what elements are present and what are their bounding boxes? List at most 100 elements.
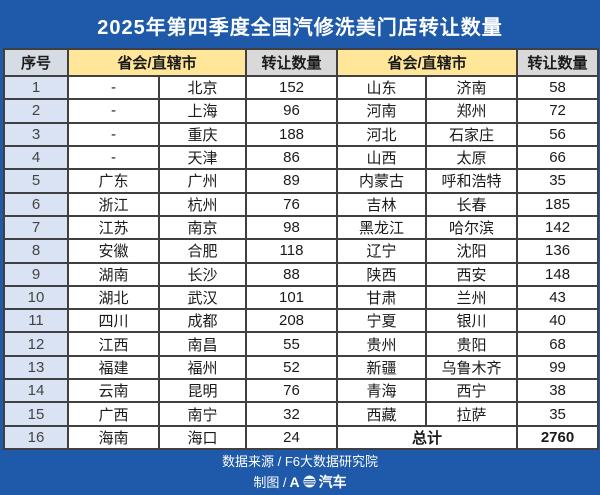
row-number-cell: 10 <box>3 284 69 311</box>
table-cell: 辽宁 <box>336 238 428 264</box>
table-cell: 西藏 <box>336 401 428 427</box>
table-cell: 72 <box>516 98 600 124</box>
table-cell: 86 <box>245 144 339 171</box>
table-cell: 内蒙古 <box>336 168 428 194</box>
table-cell: 88 <box>245 261 339 287</box>
ac-auto-logo-icon <box>303 475 316 488</box>
table-cell: 89 <box>245 168 339 194</box>
table-row: 16 海南 海口 24 总计 2760 <box>3 424 600 451</box>
table-row: 10 湖北 武汉 101 甘肃 兰州 43 <box>3 284 600 311</box>
row-number-cell: 9 <box>3 261 69 287</box>
table-cell: 杭州 <box>157 191 248 217</box>
table-cell: 福建 <box>67 354 160 381</box>
table-cell: 188 <box>245 121 339 147</box>
table-cell: 石家庄 <box>425 121 519 147</box>
table-row: 3- 重庆 188 河北 石家庄 56 <box>3 121 600 147</box>
table-cell: 北京 <box>157 74 248 101</box>
table-cell: 海南 <box>67 424 160 451</box>
table-cell: 68 <box>516 331 600 357</box>
table-cell: 广东 <box>67 168 160 194</box>
table-cell: 海口 <box>157 424 248 451</box>
column-header-no: 序号 <box>3 48 69 77</box>
table-cell: 沈阳 <box>425 238 519 264</box>
credit-line: 制图 / A 汽车 <box>253 472 346 492</box>
table-row: 6 浙江 杭州 76 吉林 长春 185 <box>3 191 600 217</box>
table-cell: 江西 <box>67 331 160 357</box>
page-title: 2025年第四季度全国汽修洗美门店转让数量 <box>3 3 597 48</box>
table-row: 11 四川 成都 208 宁夏 银川 40 <box>3 308 600 334</box>
row-number-cell: 13 <box>3 354 69 381</box>
table-cell: 拉萨 <box>425 401 519 427</box>
row-number-cell: 14 <box>3 378 69 404</box>
table-cell: 广州 <box>157 168 248 194</box>
table-cell: 甘肃 <box>336 284 428 311</box>
table-row: 2- 上海 96 河南 郑州 72 <box>3 98 600 124</box>
table-cell: 24 <box>245 424 339 451</box>
row-number-cell: 4 <box>3 144 69 171</box>
table-cell: 56 <box>516 121 600 147</box>
table-cell: 浙江 <box>67 191 160 217</box>
table-cell: 101 <box>245 284 339 311</box>
table-cell: 河南 <box>336 98 428 124</box>
table-cell: - <box>67 74 160 101</box>
table-row: 5 广东 广州 89 内蒙古 呼和浩特 35 <box>3 168 600 194</box>
table-cell: 58 <box>516 74 600 101</box>
table-cell: 185 <box>516 191 600 217</box>
row-number-cell: 1 <box>3 74 69 101</box>
table-cell: 76 <box>245 191 339 217</box>
table-cell: 136 <box>516 238 600 264</box>
table-cell: 成都 <box>157 308 248 334</box>
table-cell: 南宁 <box>157 401 248 427</box>
table-cell: 贵阳 <box>425 331 519 357</box>
table-cell: 哈尔滨 <box>425 214 519 241</box>
table-cell: 55 <box>245 331 339 357</box>
total-value: 2760 <box>516 424 600 451</box>
table-row: 1- 北京 152 山东 济南 58 <box>3 74 600 101</box>
row-number-cell: 12 <box>3 331 69 357</box>
table-cell: 贵州 <box>336 331 428 357</box>
table-cell: 福州 <box>157 354 248 381</box>
table-cell: 118 <box>245 238 339 264</box>
table-row: 4- 天津 86 山西 太原 66 <box>3 144 600 171</box>
table-cell: 陕西 <box>336 261 428 287</box>
table-cell: 重庆 <box>157 121 248 147</box>
table-cell: 昆明 <box>157 378 248 404</box>
table-cell: 银川 <box>425 308 519 334</box>
table-cell: - <box>67 98 160 124</box>
table-cell: 黑龙江 <box>336 214 428 241</box>
table-cell: 天津 <box>157 144 248 171</box>
table-cell: 江苏 <box>67 214 160 241</box>
table-cell: 南京 <box>157 214 248 241</box>
data-source: 数据来源 / F6大数据研究院 <box>221 453 378 469</box>
table-cell: 山东 <box>336 74 428 101</box>
total-label: 总计 <box>336 424 519 451</box>
table-cell: 长春 <box>425 191 519 217</box>
table-cell: 98 <box>245 214 339 241</box>
table-cell: 湖南 <box>67 261 160 287</box>
table-cell: 合肥 <box>157 238 248 264</box>
row-number-cell: 8 <box>3 238 69 264</box>
table-cell: 52 <box>245 354 339 381</box>
table-cell: - <box>67 144 160 171</box>
table-cell: 32 <box>245 401 339 427</box>
column-header-qty-left: 转让数量 <box>245 48 339 77</box>
table-row: 8 安徽 合肥 118 辽宁 沈阳 136 <box>3 238 600 264</box>
credit-prefix: 制图 / <box>253 475 287 490</box>
row-number-cell: 16 <box>3 424 69 451</box>
table-cell: 安徽 <box>67 238 160 264</box>
table-cell: 142 <box>516 214 600 241</box>
table-cell: 43 <box>516 284 600 311</box>
table-cell: 新疆 <box>336 354 428 381</box>
table-row: 12 江西 南昌 55 贵州 贵阳 68 <box>3 331 600 357</box>
table-cell: 湖北 <box>67 284 160 311</box>
table-cell: 35 <box>516 401 600 427</box>
row-number-cell: 6 <box>3 191 69 217</box>
column-header-region-right: 省会/直辖市 <box>336 48 519 77</box>
ac-auto-logo-suffix: 汽车 <box>318 473 347 490</box>
column-header-region-left: 省会/直辖市 <box>66 48 248 77</box>
row-number-cell: 2 <box>3 98 69 124</box>
footer: 数据来源 / F6大数据研究院 制图 / A 汽车 <box>3 450 597 492</box>
table-body: 1- 北京 152 山东 济南 58 2- 上海 96 河南 郑州 72 3- 重庆 188 河北 石家庄 56 4… <box>3 74 600 451</box>
table-cell: 四川 <box>67 308 160 334</box>
table-cell: 兰州 <box>425 284 519 311</box>
